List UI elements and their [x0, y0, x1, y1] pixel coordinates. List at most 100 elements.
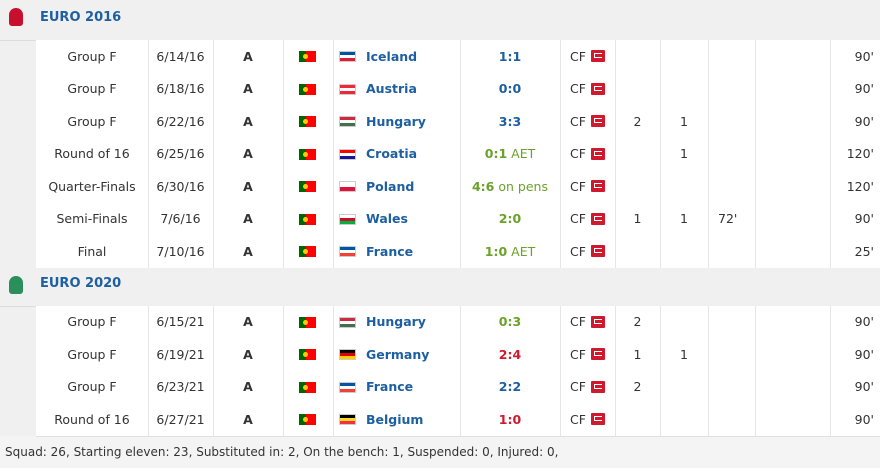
column-divider — [148, 370, 149, 403]
flag-emblem — [303, 151, 308, 157]
flag-stripe — [340, 421, 355, 424]
round: Group F — [67, 379, 117, 394]
column-divider — [660, 403, 661, 436]
flag-emblem — [303, 54, 308, 59]
position: CF — [570, 314, 586, 329]
position: CF — [570, 146, 586, 161]
column-divider — [560, 202, 561, 235]
flag — [339, 349, 356, 360]
flag-stripe — [340, 323, 355, 327]
flag — [339, 246, 356, 257]
date: 6/30/16 — [156, 178, 205, 194]
column-divider — [283, 72, 284, 105]
position-icon — [591, 180, 605, 192]
flag-stripe — [340, 356, 355, 359]
date: 7/10/16 — [156, 243, 205, 259]
column-divider — [615, 40, 616, 73]
column-divider — [213, 202, 214, 235]
flag-stripe — [340, 220, 355, 224]
home-flag — [299, 83, 316, 95]
column-divider — [333, 403, 334, 436]
position-icon-inner — [594, 150, 602, 156]
match-row: Group F 6/22/16 A Hungary 3:3 CF 2 1 90' — [36, 105, 880, 139]
date: 6/14/16 — [156, 48, 205, 64]
flag-emblem — [303, 216, 308, 222]
column-divider — [830, 72, 831, 105]
column-divider — [333, 40, 334, 73]
column-divider — [213, 170, 214, 203]
opponent: Wales — [366, 211, 408, 226]
opponent: Iceland — [366, 48, 418, 64]
opponent: Poland — [366, 178, 415, 194]
position: CF — [570, 178, 586, 194]
column-divider — [660, 40, 661, 73]
flag-stripe — [340, 155, 355, 159]
column-divider — [830, 170, 831, 203]
position-icon-inner — [594, 53, 602, 58]
column-divider — [148, 403, 149, 436]
flag-stripe — [340, 320, 355, 324]
column-divider — [660, 235, 661, 268]
position-icon-inner — [594, 183, 602, 188]
column-divider — [755, 235, 756, 268]
position-icon — [591, 115, 605, 127]
column-divider — [560, 170, 561, 203]
venue: A — [243, 411, 253, 427]
column-divider — [213, 403, 214, 436]
round: Group F — [67, 314, 117, 329]
column-divider — [333, 305, 334, 338]
opponent: France — [366, 243, 414, 259]
trophy-icon — [9, 275, 23, 294]
flag-emblem — [303, 86, 308, 92]
column-divider — [660, 105, 661, 138]
position-icon — [591, 50, 605, 62]
minutes: 90' — [854, 346, 874, 362]
column-divider — [560, 370, 561, 403]
column-divider — [213, 137, 214, 170]
column-divider — [708, 72, 709, 105]
minutes: 120' — [846, 178, 874, 194]
flag — [339, 148, 356, 160]
column-divider — [283, 202, 284, 235]
position-icon-inner — [594, 416, 602, 421]
flag-stripe — [340, 149, 355, 153]
goals: 2 — [633, 314, 642, 329]
column-divider — [333, 105, 334, 138]
flag-emblem — [303, 384, 308, 390]
minutes: 90' — [854, 314, 874, 329]
goals: 1 — [633, 211, 642, 226]
flag-stripe — [340, 214, 355, 218]
venue: A — [243, 346, 253, 362]
round: Semi-Finals — [56, 211, 128, 226]
section-header: EURO 2016 — [0, 0, 880, 41]
column-divider — [830, 235, 831, 268]
position: CF — [570, 411, 586, 427]
column-divider — [560, 403, 561, 436]
position: CF — [570, 346, 586, 362]
assists: 1 — [680, 113, 688, 129]
opponent: Austria — [366, 81, 417, 96]
column-divider — [830, 305, 831, 338]
result: 2:0 — [460, 203, 560, 235]
position-icon — [591, 82, 605, 95]
flag-stripe — [340, 84, 355, 88]
position: CF — [570, 379, 586, 394]
result: 0:1 AET — [460, 138, 560, 170]
position-icon — [591, 245, 605, 257]
column-divider — [283, 137, 284, 170]
column-divider — [148, 72, 149, 105]
home-flag — [299, 213, 316, 225]
column-divider — [148, 305, 149, 338]
round: Group F — [67, 113, 117, 129]
home-flag — [299, 116, 316, 127]
home-flag — [299, 316, 316, 328]
goals: 2 — [633, 379, 642, 394]
column-divider — [148, 137, 149, 170]
column-divider — [460, 170, 461, 203]
column-divider — [148, 105, 149, 138]
section-title: EURO 2016 — [40, 9, 122, 25]
column-divider — [660, 370, 661, 403]
flag — [339, 316, 356, 328]
column-divider — [755, 202, 756, 235]
